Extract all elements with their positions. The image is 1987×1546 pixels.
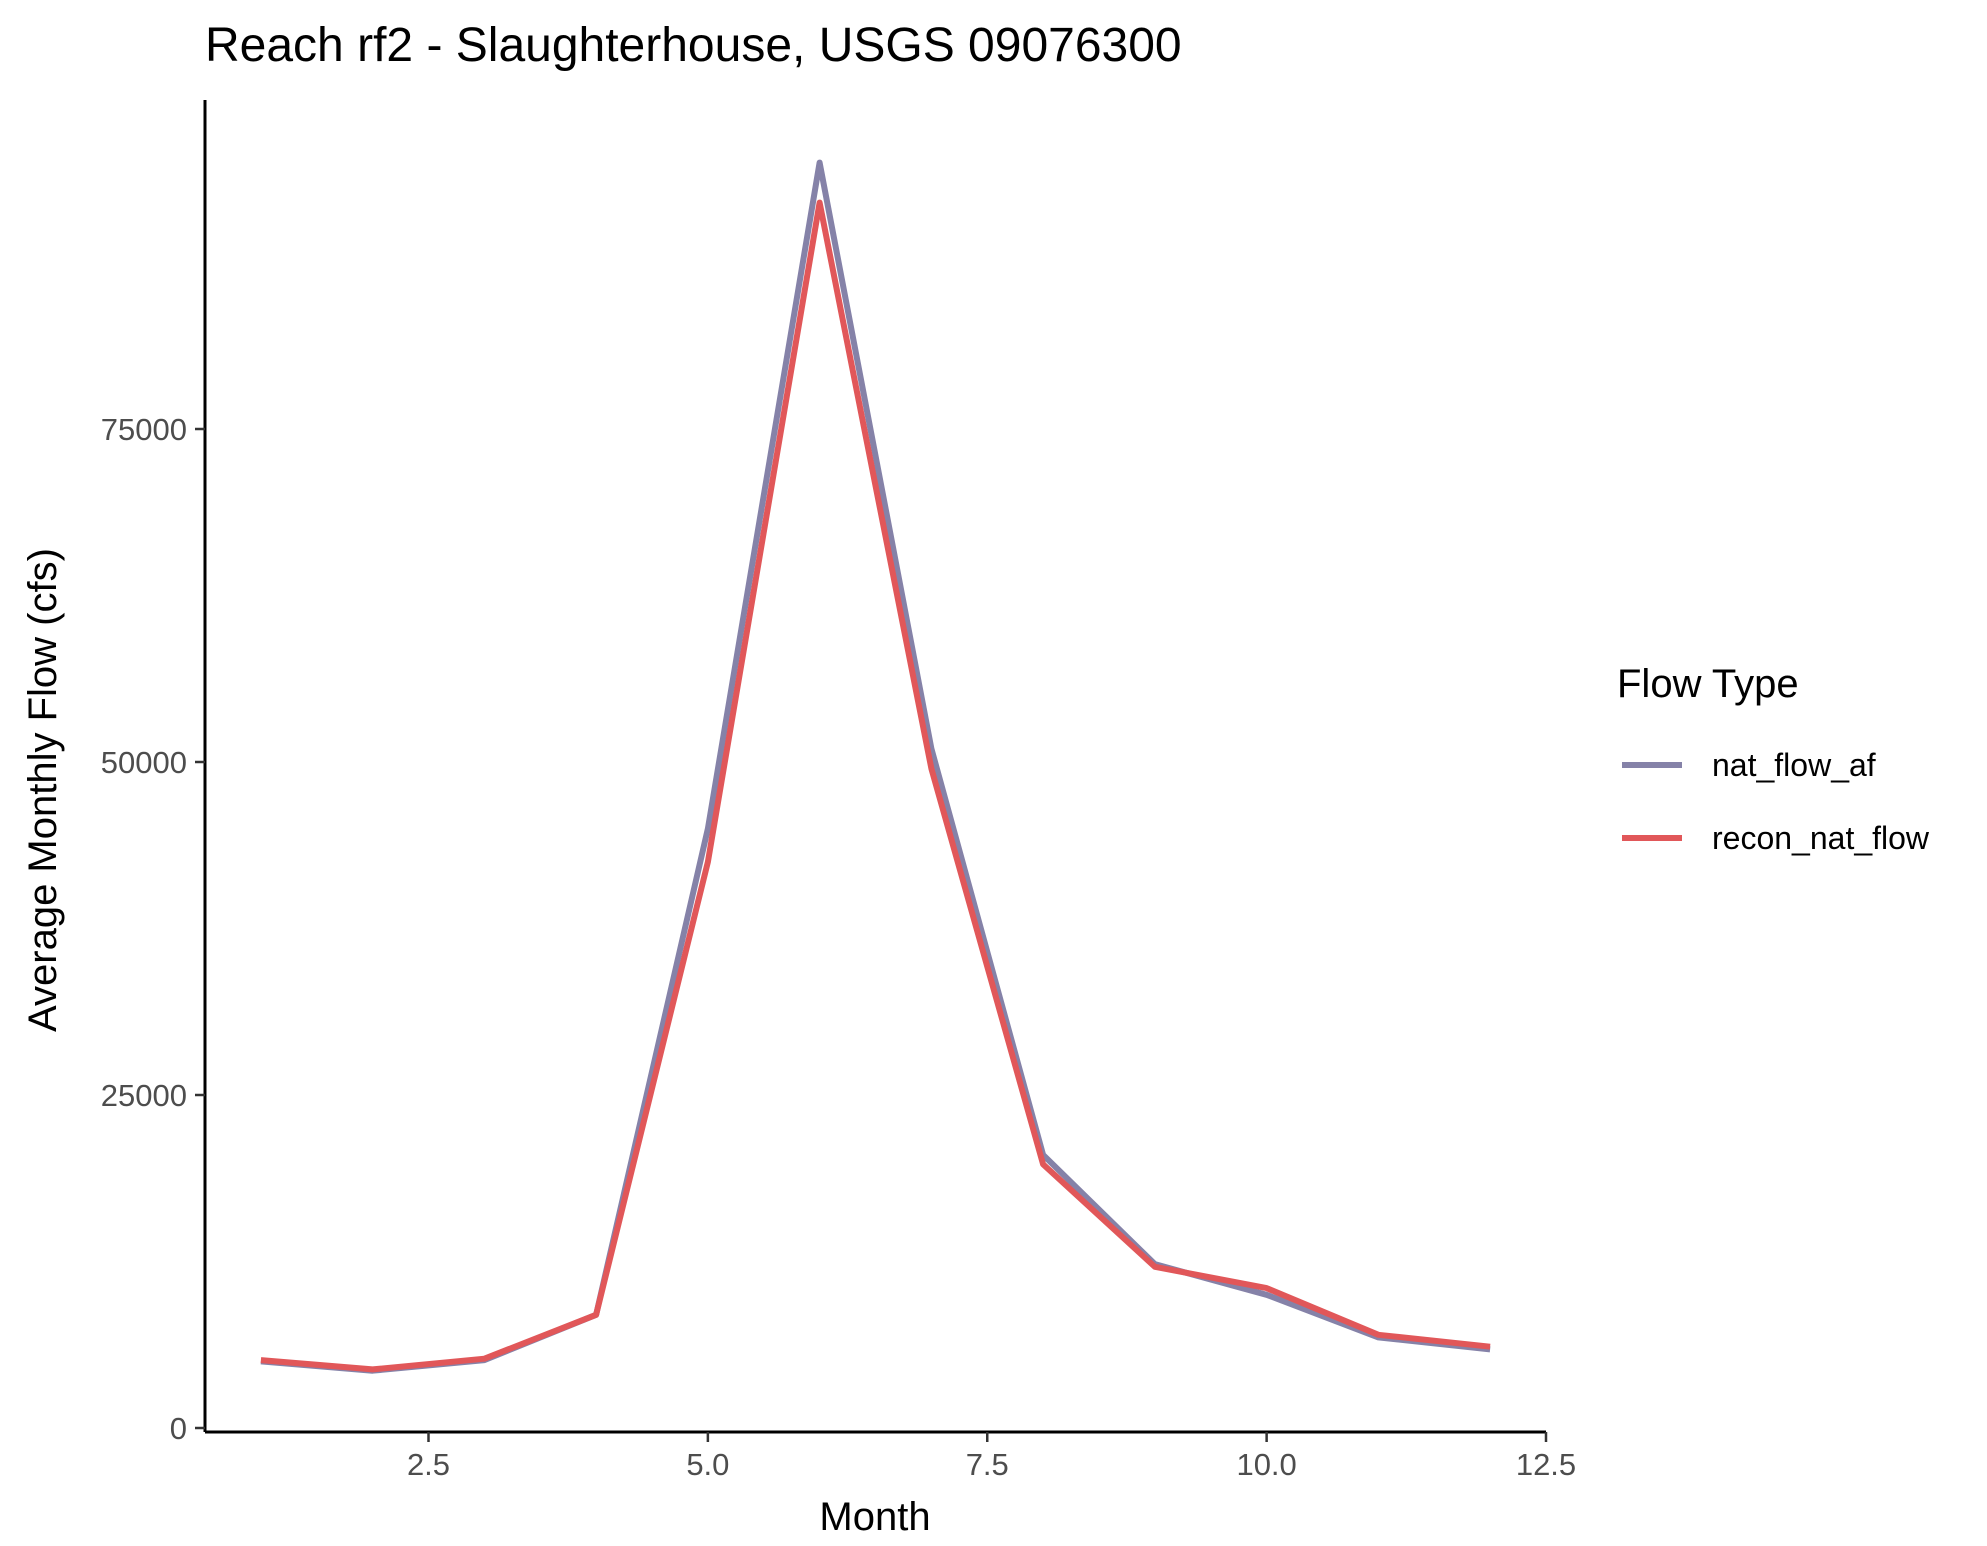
series-line-recon_nat_flow	[260, 199, 1491, 1373]
x-tick-label: 12.5	[1516, 1447, 1576, 1482]
x-tick-label: 2.5	[407, 1447, 450, 1482]
x-tick-label: 5.0	[686, 1447, 729, 1482]
y-tick-label: 50000	[101, 745, 187, 780]
x-tick-label: 7.5	[966, 1447, 1009, 1482]
plot-area: 2.5 5.0 7.5 10.0 12.5 0 25000 50000 75000	[101, 100, 1576, 1482]
y-tick-label: 0	[170, 1411, 187, 1446]
legend-label-recon_nat_flow: recon_nat_flow	[1712, 820, 1930, 856]
legend-title: Flow Type	[1617, 662, 1799, 706]
legend-label-nat_flow_af: nat_flow_af	[1712, 747, 1876, 783]
y-axis-title: Average Monthly Flow (cfs)	[21, 548, 65, 1032]
x-tick-label: 10.0	[1236, 1447, 1296, 1482]
series-layer	[260, 159, 1491, 1374]
y-tick-label: 75000	[101, 412, 187, 447]
legend: Flow Type nat_flow_af recon_nat_flow	[1617, 662, 1930, 856]
y-axis-ticks: 0 25000 50000 75000	[101, 412, 205, 1446]
y-tick-label: 25000	[101, 1078, 187, 1113]
x-axis-title: Month	[819, 1495, 930, 1539]
x-axis-ticks: 2.5 5.0 7.5 10.0 12.5	[407, 1432, 1576, 1482]
chart-title: Reach rf2 - Slaughterhouse, USGS 0907630…	[205, 19, 1182, 72]
legend-items: nat_flow_af recon_nat_flow	[1622, 747, 1930, 856]
